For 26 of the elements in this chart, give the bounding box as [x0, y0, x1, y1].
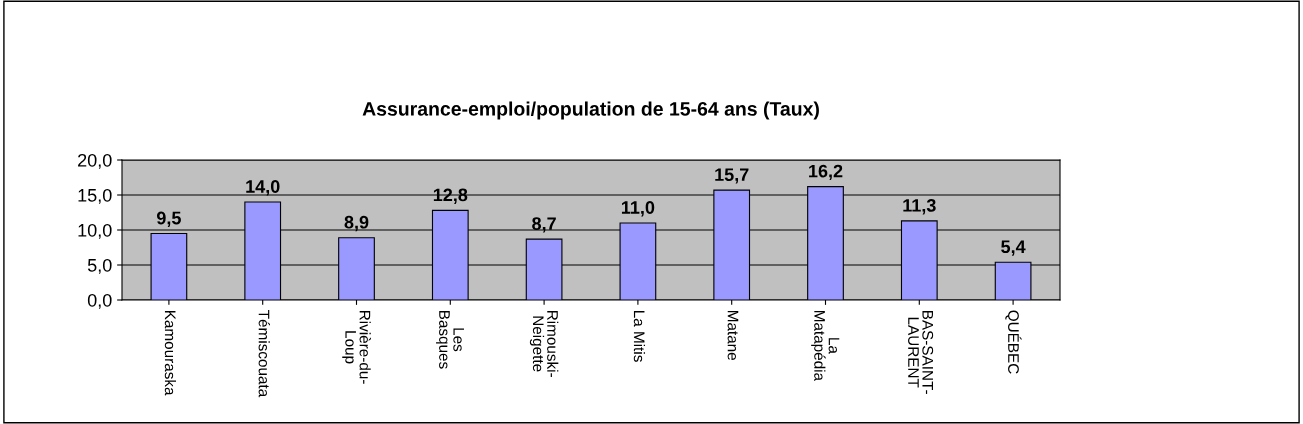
- x-tick-label: Rivière-du- Loup: [342, 310, 371, 384]
- y-tick-label: 5,0: [87, 258, 112, 274]
- data-label: 11,0: [621, 201, 655, 217]
- data-label: 14,0: [246, 180, 280, 196]
- y-tick-label: 15,0: [78, 188, 112, 204]
- data-label: 5,4: [1001, 240, 1026, 256]
- x-tick-label: Témiscouata: [258, 310, 270, 398]
- x-tick-label: Kamouraska: [164, 310, 177, 396]
- y-tick-label: 20,0: [78, 153, 112, 169]
- data-label: 15,7: [715, 168, 749, 184]
- data-label: 8,7: [532, 217, 556, 233]
- x-tick-label: Matane: [727, 310, 739, 360]
- x-tick-label: Rimouski- Neigette: [529, 310, 559, 377]
- data-label: 9,5: [156, 211, 181, 227]
- x-tick-label: BAS-SAINT- LAURENT: [908, 310, 934, 394]
- x-tick-label: La Matapédia: [811, 310, 840, 382]
- y-tick-label: 10,0: [78, 223, 112, 239]
- y-tick-label: 0,0: [87, 293, 112, 309]
- chart-title: Assurance-emploi/population de 15-64 ans (Taux): [362, 101, 819, 120]
- data-label: 16,2: [809, 164, 843, 181]
- data-label: 11,3: [903, 198, 936, 215]
- data-label: 8,9: [344, 215, 369, 232]
- x-tick-label: Les Basques: [436, 310, 464, 369]
- x-tick-label: QUÉBEC: [1005, 310, 1022, 374]
- x-tick-label: La Mitis: [633, 310, 646, 362]
- data-label: 12,8: [433, 188, 468, 204]
